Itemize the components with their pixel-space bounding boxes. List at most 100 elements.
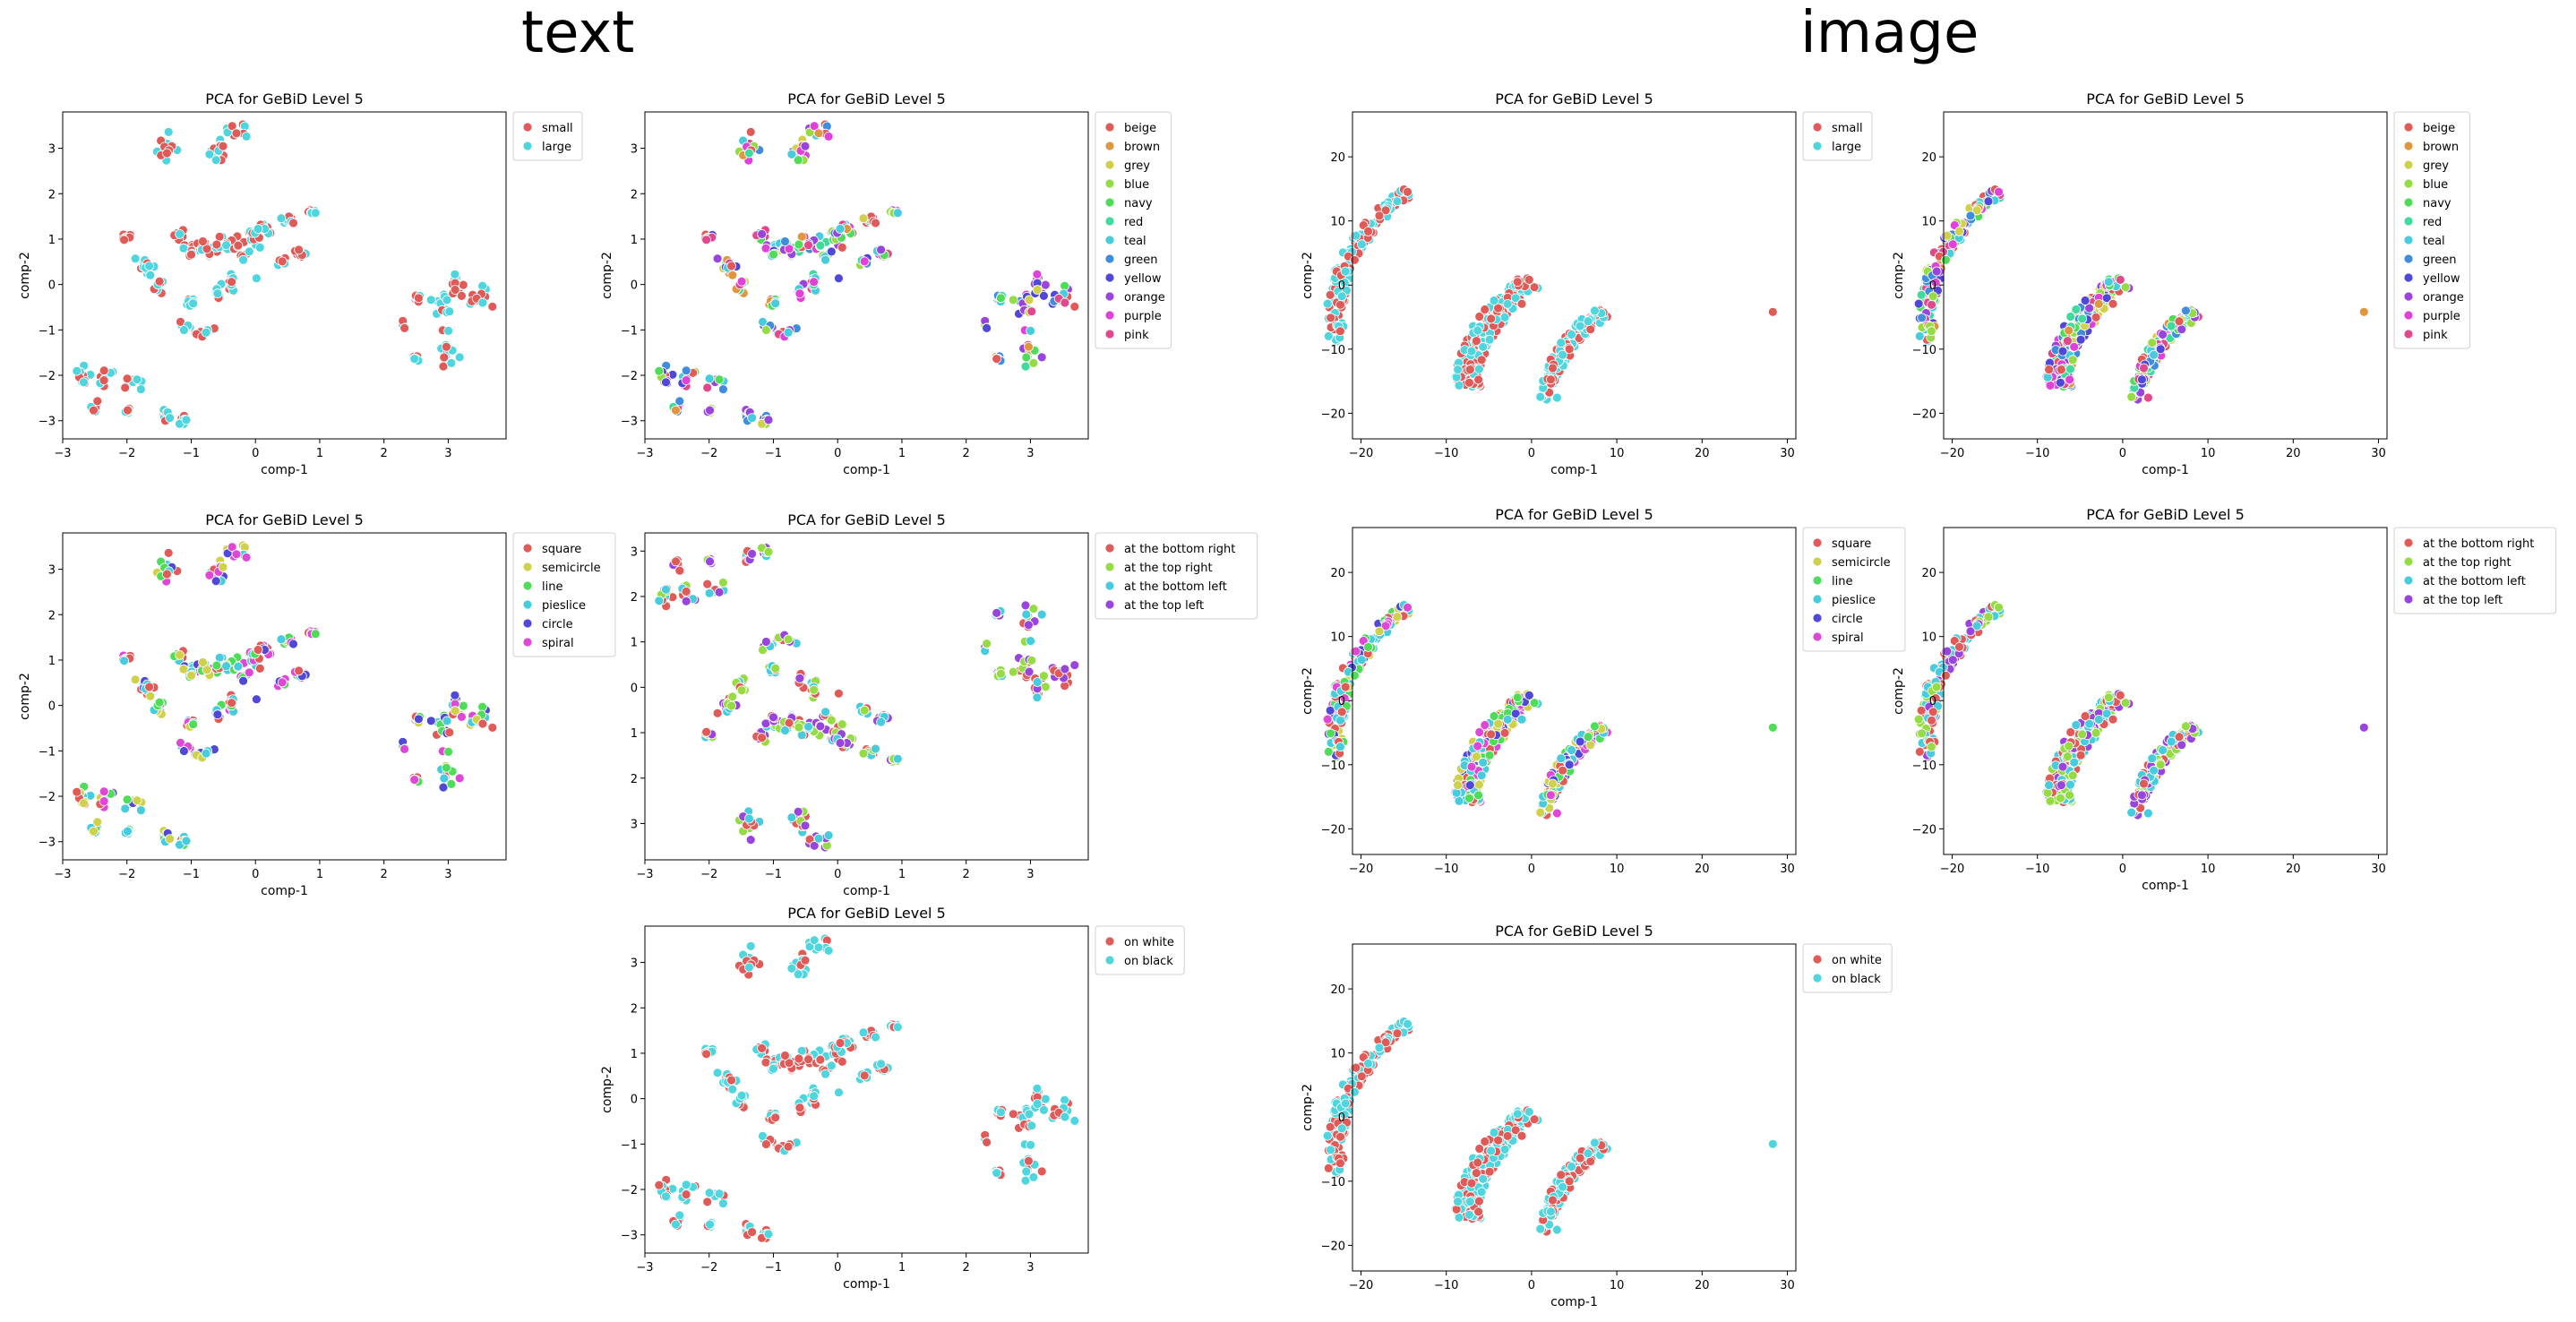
scatter-point [815,240,826,251]
y-tick-label: 2 [48,609,56,622]
scatter-point [1994,602,2004,613]
legend-label: at the bottom right [2423,537,2534,551]
x-tick-label: −20 [1349,447,1373,460]
scatter-point [1927,715,1936,725]
scatter-point [233,240,244,251]
x-tick-label: −3 [636,447,653,460]
legend-marker [1104,329,1115,339]
scatter-point [1024,1109,1035,1120]
scatter-point [1473,364,1484,374]
legend-label: purple [1124,310,1162,323]
scatter-point [2103,692,2114,703]
scatter-point [1767,722,1778,733]
y-tick-label: −10 [1912,344,1936,357]
plot-frame [62,532,507,861]
scatter-point [871,218,880,228]
scatter-point [1510,708,1521,719]
x-tick-label: 20 [2286,447,2301,460]
x-tick-label: −1 [183,447,200,460]
scatter-point [747,413,758,424]
scatter-point [780,1051,790,1060]
scatter-point [1464,793,1474,803]
scatter-point [178,664,189,674]
scatter-point [1484,750,1495,760]
scatter-point [712,1068,723,1078]
scatter-point [760,325,771,335]
scatter-point [1466,346,1477,356]
scatter-points [654,543,1080,853]
scatter-point [487,301,498,312]
y-tick-label: −2 [39,370,56,383]
scatter-point [876,245,887,255]
scatter-point [458,700,468,711]
scatter-point [2055,793,2065,803]
scatter-point [1931,682,1942,692]
scatter-point [1060,297,1070,308]
x-tick-label: −2 [700,1261,717,1275]
scatter-point [1335,326,1345,337]
scatter-point [1322,298,1333,309]
legend-marker [1104,141,1115,151]
x-tick-label: 1 [898,447,906,460]
scatter-point [701,235,712,245]
x-tick-label: 0 [2119,447,2126,460]
scatter-point [135,384,146,395]
scatter-point [1039,671,1049,682]
chart-text-shape: PCA for GeBiD Level 5 −3 −2 −1 0 1 2 3 −3 −2 −1 0 1 2… [0,507,616,901]
scatter-point [1039,290,1049,301]
scatter-point [442,716,452,726]
x-tick-label: 0 [1528,863,1535,876]
legend-box [512,532,616,657]
scatter-point [2084,303,2095,313]
x-tick-label: 3 [444,447,451,460]
scatter-point [2065,312,2076,322]
y-axis-label: comp-2 [18,252,32,299]
scatter-point [2077,729,2088,740]
scatter-point [238,675,249,686]
scatter-point [2174,316,2185,327]
legend-label: line [542,580,562,594]
legend-box [2393,527,2557,614]
scatter-point [681,1189,691,1200]
x-tick-label: −3 [54,447,71,460]
chart-svg: PCA for GeBiD Level 5 −20 −10 0 10 20 30 −20 −10… [1301,923,1893,1309]
scatter-point [876,717,887,727]
scatter-point [743,962,754,973]
scatter-point [1551,808,1562,819]
scatter-point [163,548,174,558]
scatter-point [1454,380,1464,391]
scatter-point [1036,609,1047,620]
scatter-point [178,243,189,253]
scatter-point [1589,1137,1600,1148]
x-axis-label: comp-1 [261,463,308,477]
x-tick-label: −2 [700,447,717,460]
legend-marker [522,580,533,591]
scatter-point [726,700,737,711]
scatter-point [1480,1137,1490,1146]
scatter-point [441,762,451,773]
scatter-point [1524,274,1534,285]
scatter-point [1942,646,1953,657]
chart-svg: PCA for GeBiD Level 5 −20 −10 0 10 20 30 −20 −10… [1301,90,1873,477]
x-tick-label: 3 [1026,447,1034,460]
legend-marker [1104,253,1115,264]
chart-title: PCA for GeBiD Level 5 [2086,90,2245,107]
scatter-point [1529,698,1540,708]
scatter-point [681,375,691,386]
scatter-point [178,325,189,335]
scatter-point [276,213,287,224]
legend-marker [2403,291,2414,302]
chart-image-size: PCA for GeBiD Level 5 −20 −10 0 10 20 30 −20 −10… [1290,86,1881,480]
scatter-point [1032,677,1043,687]
scatter-point [1941,254,1951,265]
section-title-image: image [1800,0,1979,66]
scatter-point [780,236,790,246]
scatter-point [2065,374,2075,385]
chart-title: PCA for GeBiD Level 5 [205,90,364,107]
y-tick-label: 1 [631,1048,638,1061]
scatter-point [1351,646,1361,657]
chart-image-color: PCA for GeBiD Level 5 −20 −10 0 10 20 30 −20 −10… [1881,86,2472,480]
scatter-point [1567,330,1577,339]
scatter-point [1340,682,1351,692]
scatter-point [837,242,847,253]
